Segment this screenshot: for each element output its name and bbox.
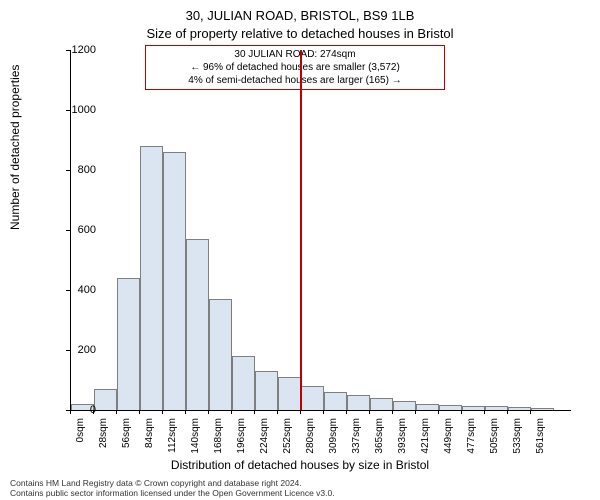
xtick-label: 309sqm <box>328 418 339 463</box>
xtick-label: 84sqm <box>144 418 155 463</box>
xtick-label: 0sqm <box>75 418 86 463</box>
xtick <box>369 410 370 414</box>
histogram-bar <box>416 404 439 410</box>
title-main: 30, JULIAN ROAD, BRISTOL, BS9 1LB <box>0 8 600 23</box>
ytick <box>66 110 70 111</box>
xtick-label: 140sqm <box>190 418 201 463</box>
xtick <box>507 410 508 414</box>
xtick-label: 449sqm <box>443 418 454 463</box>
xtick <box>530 410 531 414</box>
xtick-label: 280sqm <box>305 418 316 463</box>
histogram-bar <box>255 371 278 410</box>
xtick <box>277 410 278 414</box>
xtick <box>70 410 71 414</box>
footer-line2: Contains public sector information licen… <box>10 488 590 498</box>
xtick-label: 533sqm <box>512 418 523 463</box>
xtick-label: 421sqm <box>420 418 431 463</box>
xtick-label: 168sqm <box>213 418 224 463</box>
histogram-bar <box>117 278 140 410</box>
xtick-label: 393sqm <box>397 418 408 463</box>
xtick-label: 56sqm <box>121 418 132 463</box>
chart-area <box>70 50 571 411</box>
xtick <box>116 410 117 414</box>
ytick <box>66 290 70 291</box>
histogram-bar <box>186 239 209 410</box>
chart-container: 30, JULIAN ROAD, BRISTOL, BS9 1LB Size o… <box>0 0 600 500</box>
histogram-bar <box>439 405 462 410</box>
xtick <box>231 410 232 414</box>
histogram-bar <box>94 389 117 410</box>
histogram-bar <box>347 395 370 410</box>
xtick-label: 365sqm <box>374 418 385 463</box>
histogram-bar <box>508 407 531 410</box>
xtick <box>300 410 301 414</box>
ytick-label: 1000 <box>66 104 96 116</box>
histogram-bar <box>531 408 554 410</box>
xtick-label: 337sqm <box>351 418 362 463</box>
histogram-bar <box>485 406 508 410</box>
xtick <box>93 410 94 414</box>
title-sub: Size of property relative to detached ho… <box>0 26 600 41</box>
histogram-bar <box>163 152 186 410</box>
xtick-label: 505sqm <box>489 418 500 463</box>
xtick-label: 28sqm <box>98 418 109 463</box>
xtick <box>461 410 462 414</box>
footer-line1: Contains HM Land Registry data © Crown c… <box>10 478 590 488</box>
xtick-label: 196sqm <box>236 418 247 463</box>
xtick <box>323 410 324 414</box>
xtick-label: 224sqm <box>259 418 270 463</box>
histogram-bar <box>209 299 232 410</box>
histogram-bar <box>324 392 347 410</box>
histogram-bar <box>393 401 416 410</box>
xtick-label: 252sqm <box>282 418 293 463</box>
histogram-bar <box>232 356 255 410</box>
xtick-label: 477sqm <box>466 418 477 463</box>
xtick <box>208 410 209 414</box>
xtick <box>415 410 416 414</box>
histogram-bar <box>140 146 163 410</box>
xtick <box>392 410 393 414</box>
ytick <box>66 350 70 351</box>
y-axis-label: Number of detached properties <box>8 65 22 230</box>
xtick <box>162 410 163 414</box>
xtick-label: 112sqm <box>167 418 178 463</box>
xtick <box>438 410 439 414</box>
ytick-label: 1200 <box>66 44 96 56</box>
histogram-bar <box>301 386 324 410</box>
xtick <box>139 410 140 414</box>
footer: Contains HM Land Registry data © Crown c… <box>10 478 590 498</box>
xtick <box>346 410 347 414</box>
xtick-label: 561sqm <box>535 418 546 463</box>
histogram-bar <box>370 398 393 410</box>
xtick <box>254 410 255 414</box>
ytick-label: 200 <box>66 344 96 356</box>
ytick-label: 400 <box>66 284 96 296</box>
x-axis-label: Distribution of detached houses by size … <box>0 458 600 472</box>
ytick <box>66 50 70 51</box>
xtick <box>185 410 186 414</box>
ytick-label: 600 <box>66 224 96 236</box>
ytick <box>66 230 70 231</box>
ytick <box>66 170 70 171</box>
reference-line <box>300 50 302 410</box>
xtick <box>484 410 485 414</box>
histogram-bar <box>278 377 301 410</box>
ytick-label: 800 <box>66 164 96 176</box>
histogram-bar <box>462 406 485 411</box>
